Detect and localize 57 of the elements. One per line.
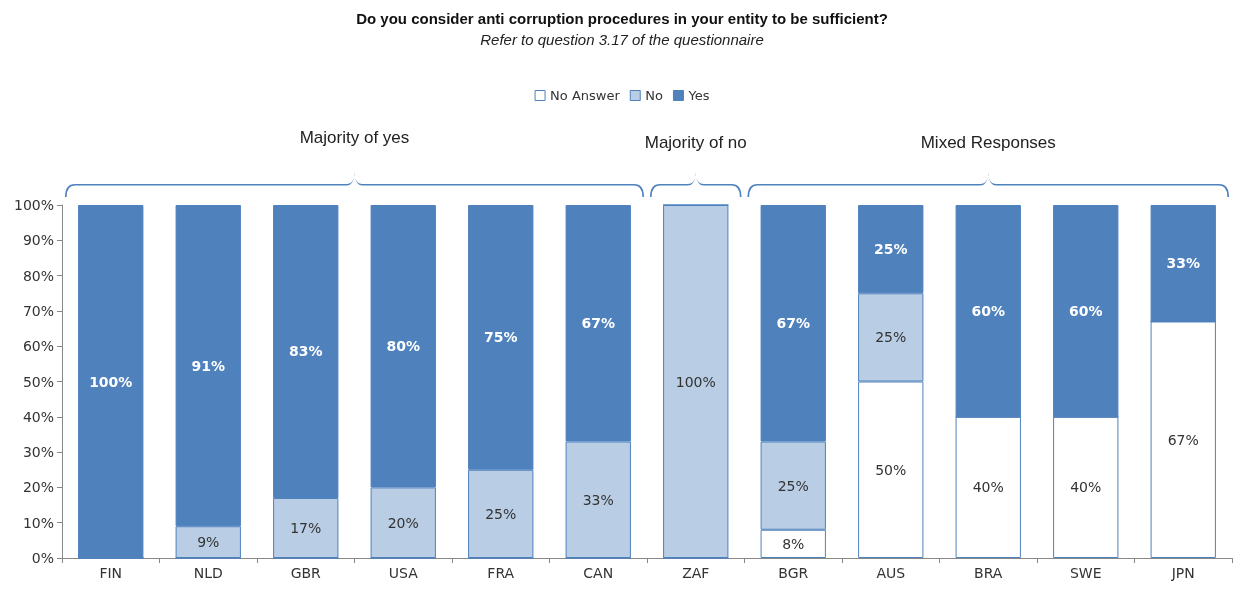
data-label: 83% [288,343,323,360]
data-label: 60% [1068,302,1103,319]
legend-label: No Answer [550,88,621,103]
y-tick-label: 30% [22,444,54,461]
y-tick-label: 50% [22,373,54,390]
legend-label: Yes [687,88,710,103]
y-tick-label: 0% [31,550,54,566]
x-tick-label: ZAF [682,565,710,581]
data-label: 40% [1070,479,1102,496]
y-tick-label: 10% [22,514,54,531]
x-tick-label: BGR [778,565,809,581]
data-label: 8% [782,535,805,552]
x-tick-label: NLD [193,565,223,581]
data-label: 25% [873,241,908,258]
data-label: 100% [675,373,716,390]
data-label: 25% [777,477,809,494]
text: Mixed Responses [920,133,1056,153]
x-tick-label: JPN [1170,565,1195,581]
chart-title: Do you consider anti corruption procedures in your entity to be sufficient? [356,10,888,27]
data-label: 67% [1167,431,1199,448]
data-label: 20% [387,514,419,531]
y-tick-label: 70% [22,302,54,319]
data-label: 25% [485,505,517,522]
x-tick-label: SWE [1069,565,1102,581]
data-label: 33% [1166,255,1201,272]
bar [663,205,729,558]
y-tick-label: 100% [13,197,54,213]
data-label: 17% [290,519,322,536]
data-label: 40% [972,479,1004,496]
y-tick-label: 20% [22,479,54,496]
data-label: 100% [89,373,133,390]
data-label: 67% [776,315,811,332]
data-label: 9% [197,534,220,551]
x-tick-label: USA [388,565,419,581]
y-tick-label: 80% [22,267,54,284]
data-label: 60% [971,302,1006,319]
text: Majority of no [644,133,747,153]
data-label: 33% [582,491,614,508]
data-label: 67% [581,315,616,332]
text: Majority of yes [299,128,410,148]
x-tick-label: FRA [487,565,515,581]
x-tick-label: AUS [876,565,906,581]
x-tick-label: CAN [583,565,614,581]
x-tick-label: FIN [99,565,123,581]
y-tick-label: 40% [22,408,54,425]
legend-label: No [645,88,663,103]
x-tick-label: GBR [290,565,322,581]
bar [78,205,144,558]
x-tick-label: BRA [974,565,1003,581]
y-tick-label: 90% [22,232,54,249]
chart-subtitle: Refer to question 3.17 of the questionnaire [480,31,764,48]
data-label: 75% [483,329,518,346]
data-label: 91% [191,357,226,374]
y-tick-label: 60% [22,338,54,355]
data-label: 80% [386,338,421,355]
data-label: 50% [875,461,907,478]
data-label: 25% [875,329,907,346]
